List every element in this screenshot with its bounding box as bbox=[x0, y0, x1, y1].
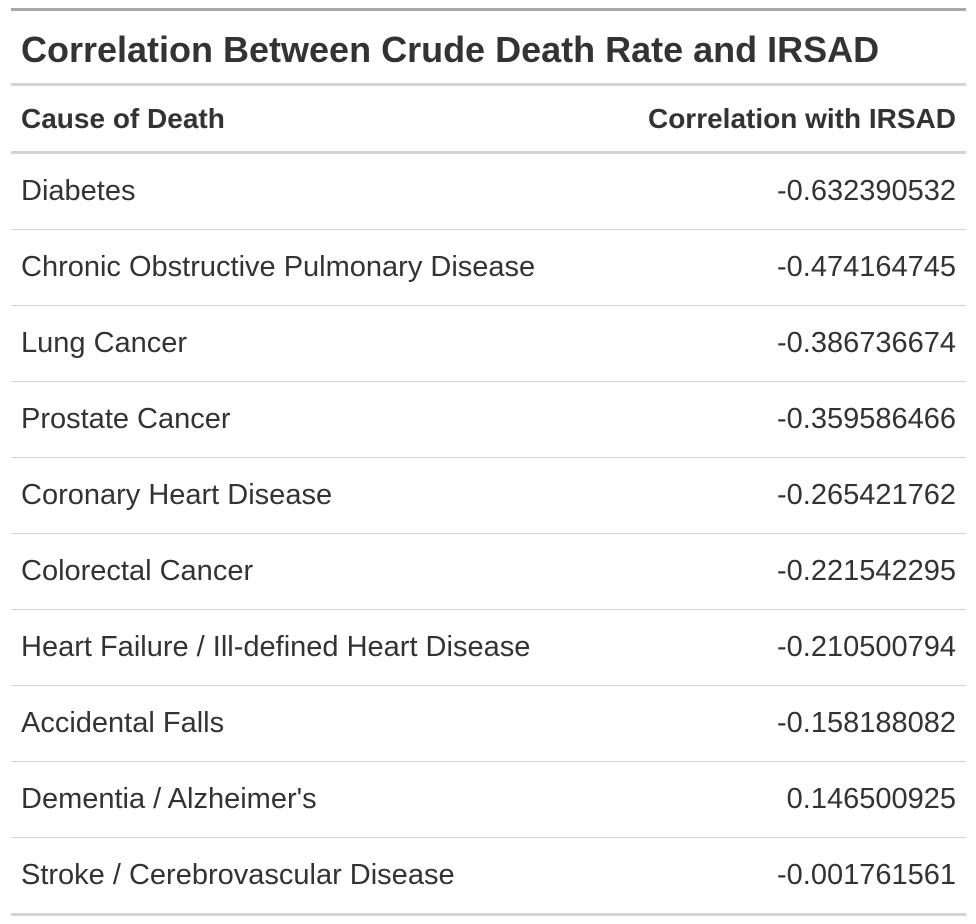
table-row: Stroke / Cerebrovascular Disease -0.0017… bbox=[11, 837, 966, 916]
table-row: Diabetes -0.632390532 bbox=[11, 152, 966, 230]
correlation-cell: -0.386736674 bbox=[603, 305, 966, 382]
column-header-correlation: Correlation with IRSAD bbox=[603, 86, 966, 154]
correlation-cell: -0.474164745 bbox=[603, 229, 966, 306]
cause-cell: Lung Cancer bbox=[11, 305, 604, 382]
cause-cell: Chronic Obstructive Pulmonary Disease bbox=[11, 229, 604, 306]
correlation-cell: -0.158188082 bbox=[603, 685, 966, 762]
cause-cell: Heart Failure / Ill-defined Heart Diseas… bbox=[11, 609, 604, 686]
cause-cell: Dementia / Alzheimer's bbox=[11, 761, 604, 838]
cause-cell: Diabetes bbox=[11, 152, 604, 230]
correlation-cell: -0.210500794 bbox=[603, 609, 966, 686]
cause-cell: Prostate Cancer bbox=[11, 381, 604, 458]
correlation-cell: 0.146500925 bbox=[603, 761, 966, 838]
table-row: Prostate Cancer -0.359586466 bbox=[11, 381, 966, 458]
header-row: Cause of Death Correlation with IRSAD bbox=[11, 86, 966, 154]
column-header-cause: Cause of Death bbox=[11, 86, 604, 154]
correlation-cell: -0.265421762 bbox=[603, 457, 966, 534]
correlation-cell: -0.221542295 bbox=[603, 533, 966, 610]
table-title: Correlation Between Crude Death Rate and… bbox=[11, 11, 966, 86]
table-row: Coronary Heart Disease -0.265421762 bbox=[11, 457, 966, 534]
table-row: Colorectal Cancer -0.221542295 bbox=[11, 533, 966, 610]
table-row: Dementia / Alzheimer's 0.146500925 bbox=[11, 761, 966, 838]
table-row: Lung Cancer -0.386736674 bbox=[11, 305, 966, 382]
correlation-table: Correlation Between Crude Death Rate and… bbox=[11, 8, 966, 916]
table-row: Heart Failure / Ill-defined Heart Diseas… bbox=[11, 609, 966, 686]
table-row: Chronic Obstructive Pulmonary Disease -0… bbox=[11, 229, 966, 306]
top-rule bbox=[11, 8, 966, 11]
cause-cell: Colorectal Cancer bbox=[11, 533, 604, 610]
correlation-cell: -0.359586466 bbox=[603, 381, 966, 458]
cause-cell: Stroke / Cerebrovascular Disease bbox=[11, 837, 604, 916]
cause-cell: Coronary Heart Disease bbox=[11, 457, 604, 534]
correlation-cell: -0.632390532 bbox=[603, 152, 966, 230]
table-row: Accidental Falls -0.158188082 bbox=[11, 685, 966, 762]
cause-cell: Accidental Falls bbox=[11, 685, 604, 762]
table-body: Diabetes -0.632390532 Chronic Obstructiv… bbox=[11, 152, 966, 916]
data-table: Cause of Death Correlation with IRSAD Di… bbox=[11, 86, 966, 916]
correlation-cell: -0.001761561 bbox=[603, 837, 966, 916]
